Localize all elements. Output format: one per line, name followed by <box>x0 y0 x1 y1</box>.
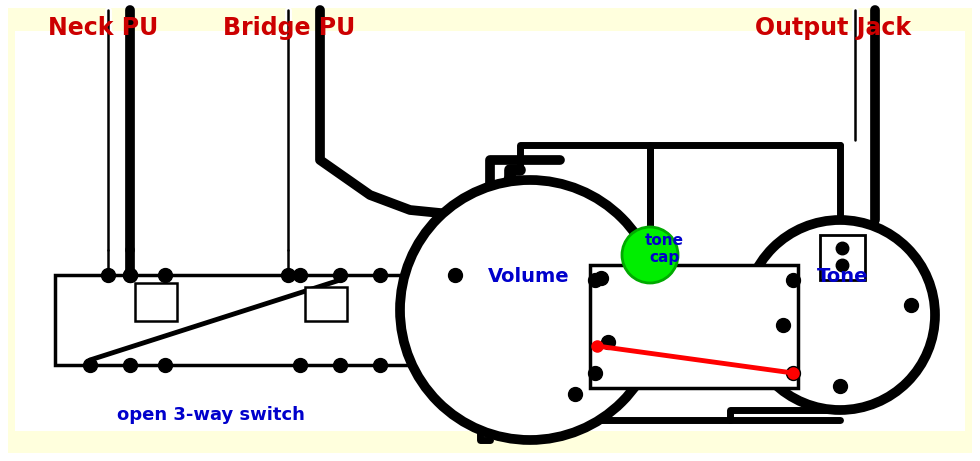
Bar <box>55 275 490 365</box>
Circle shape <box>400 180 660 440</box>
Bar <box>820 235 865 280</box>
Circle shape <box>745 220 935 410</box>
Text: Volume: Volume <box>488 267 570 286</box>
Bar <box>15 31 965 431</box>
Text: Neck PU: Neck PU <box>48 16 158 40</box>
Text: Bridge PU: Bridge PU <box>223 16 355 40</box>
Text: open 3-way switch: open 3-way switch <box>117 406 305 424</box>
Text: Tone: Tone <box>817 267 868 286</box>
Bar <box>590 265 798 388</box>
Text: Output Jack: Output Jack <box>755 16 911 40</box>
Circle shape <box>622 227 678 283</box>
Bar <box>135 283 177 321</box>
Text: tone
cap: tone cap <box>645 233 684 265</box>
Bar <box>305 287 347 321</box>
